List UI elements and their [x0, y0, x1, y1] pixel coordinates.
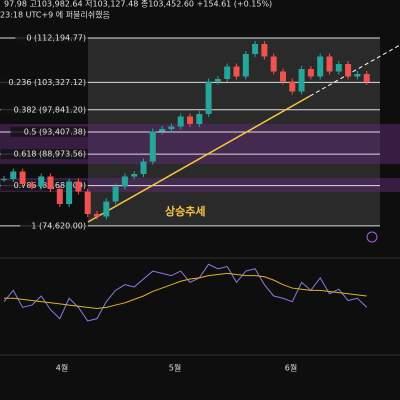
fib-label: 0.382 (97,841.20): [14, 105, 86, 114]
candle: [289, 81, 296, 92]
candle: [121, 176, 128, 187]
candle: [317, 56, 324, 77]
fib-label: 0 (112,194.77): [26, 34, 86, 43]
candle: [326, 56, 333, 72]
rsi-ma-line: [4, 272, 367, 309]
header-ohlc: 97.98 고103,982.64 저103,127.48 종103,452.6…: [4, 0, 272, 9]
candle: [47, 176, 54, 189]
x-label: 4월: [56, 363, 68, 373]
candle: [103, 201, 110, 217]
candle: [159, 129, 166, 132]
fib-label-bg: [0, 180, 89, 191]
candle: [38, 176, 45, 187]
fib-label: 1 (74,620.00): [31, 221, 86, 230]
candle: [298, 69, 305, 92]
candle: [1, 179, 7, 180]
candle: [149, 131, 156, 162]
candle: [233, 66, 240, 77]
rsi-line: [3, 263, 368, 322]
candle: [205, 81, 212, 114]
trend-line: [87, 95, 311, 223]
candle: [214, 79, 221, 82]
fib-label-bg: [20, 220, 88, 231]
candle: [363, 74, 370, 82]
candle: [270, 56, 277, 72]
fib-band: [0, 178, 400, 192]
candle: [56, 189, 63, 204]
x-label: 5월: [169, 363, 181, 373]
candle: [280, 71, 286, 82]
fib-label: 0.236 (103,327.12): [9, 78, 87, 87]
candle: [261, 44, 268, 57]
annotation: 상승추세: [165, 204, 205, 218]
candle: [140, 161, 147, 174]
fib-label-bg: [0, 104, 89, 115]
candle: [224, 66, 231, 79]
candle: [10, 171, 17, 179]
candle: [131, 174, 138, 177]
candle: [168, 126, 175, 129]
candle: [84, 191, 91, 214]
header-published: 23:18 UTC+9 에 퍼블리쉬했음: [0, 10, 110, 20]
candle: [196, 114, 203, 124]
fib-label: 0.618 (88,973.56): [14, 150, 86, 159]
fib-label-bg: [15, 33, 88, 44]
candle: [307, 69, 314, 77]
trend-extension: [309, 44, 400, 97]
x-label: 6월: [285, 363, 297, 373]
candle: [335, 64, 342, 72]
candle: [94, 214, 100, 217]
fib-label-bg: [0, 149, 89, 160]
fib-label-bg: [0, 77, 88, 88]
candle: [66, 181, 73, 204]
alert-icon[interactable]: [366, 231, 378, 243]
candle: [252, 44, 259, 54]
candle: [354, 74, 361, 77]
candle: [28, 184, 35, 187]
candle: [75, 181, 82, 192]
fib-label: 0.5 (93,407.38): [24, 127, 86, 136]
candle: [19, 171, 26, 184]
candle: [187, 116, 193, 124]
fib-label-bg: [10, 126, 88, 137]
candle: [177, 116, 184, 127]
candle: [345, 64, 352, 77]
candle: [242, 54, 249, 77]
candle: [112, 186, 119, 202]
